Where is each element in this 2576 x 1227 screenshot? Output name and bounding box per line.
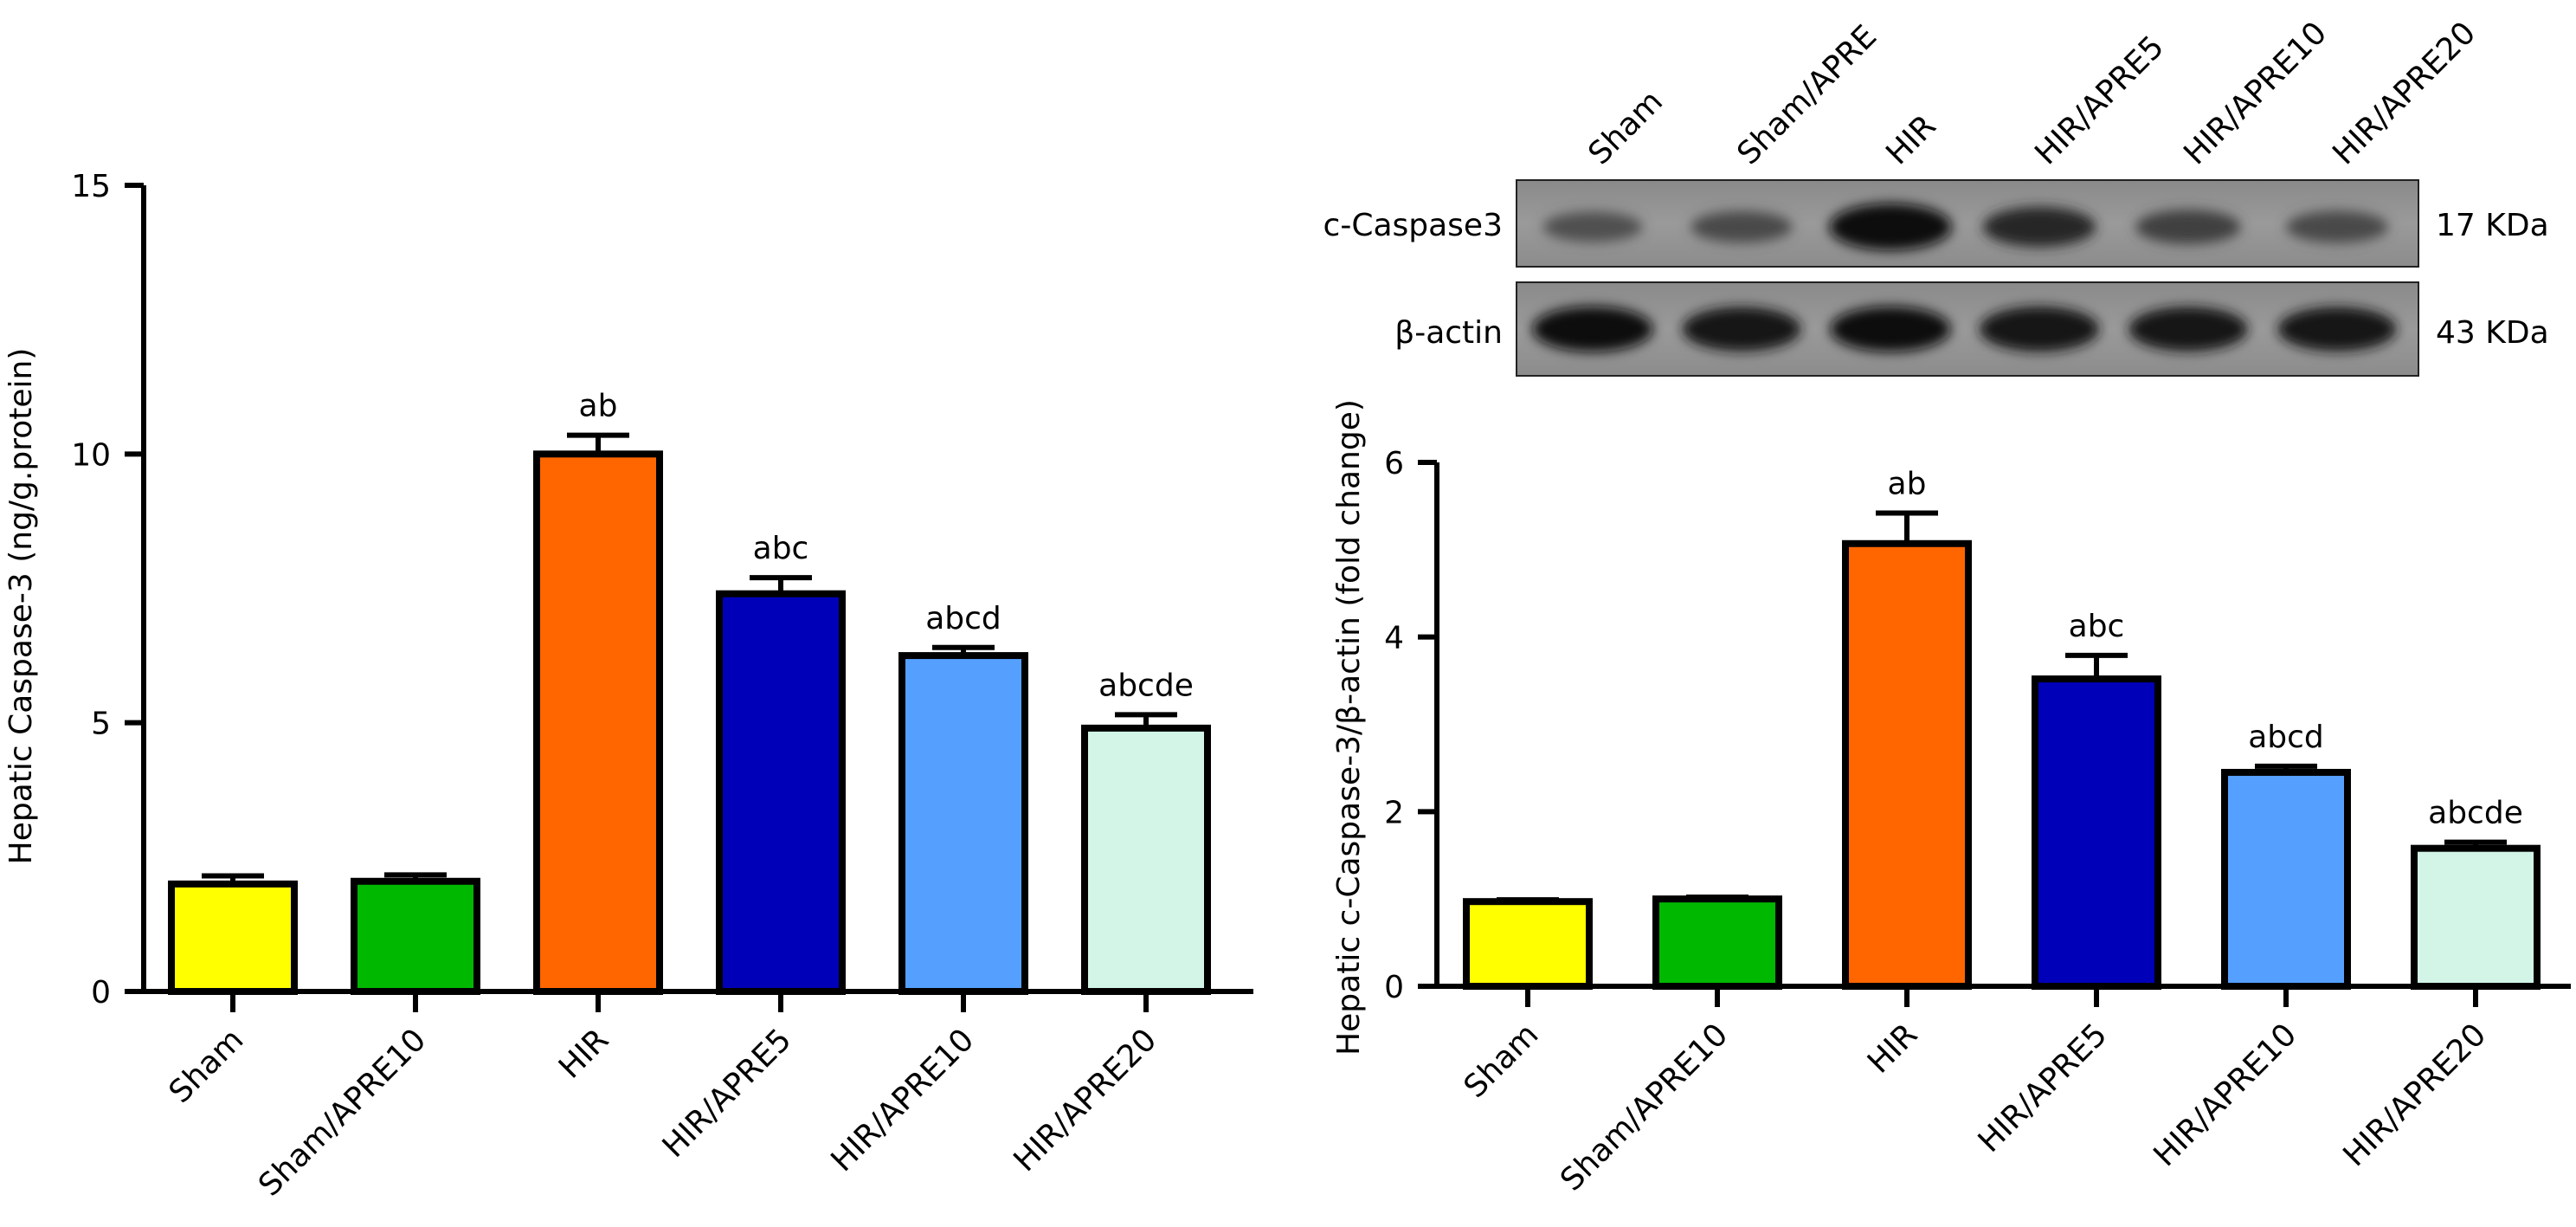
blot-row-label-beta-actin: β-actin — [1394, 315, 1503, 351]
bar-annotation: abc — [753, 531, 809, 566]
x-tick-label: Sham — [163, 1022, 251, 1110]
x-tick-label: HIR/APRE5 — [1972, 1017, 2115, 1159]
bar — [533, 450, 663, 995]
blot-row-c-caspase3: c-Caspase3 17 KDa — [1323, 179, 2549, 268]
blot-band — [1682, 307, 1801, 352]
blot-row-beta-actin: β-actin 43 KDa — [1394, 281, 2549, 377]
blot-band — [1542, 211, 1643, 242]
y-tick-label: 0 — [1384, 970, 1404, 1005]
bar-annotation: ab — [1888, 466, 1927, 501]
x-tick-label: HIR — [552, 1022, 615, 1085]
y-axis-label: Hepatic c-Caspase-3/β-actin (fold change… — [1331, 399, 1367, 1056]
blot-lane-label: HIR/APRE10 — [2177, 16, 2334, 172]
blot-bands-beta-actin — [1532, 306, 2397, 352]
blot-band — [1532, 306, 1653, 352]
bar — [1081, 724, 1211, 996]
bar — [1842, 539, 1972, 991]
blot-membrane-c-caspase3 — [1516, 179, 2419, 268]
blot-row-size-beta-actin: 43 KDa — [2436, 315, 2549, 351]
bar-annotation: ab — [579, 389, 618, 424]
bar — [1652, 895, 1782, 990]
x-tick-label: HIR/APRE10 — [825, 1022, 982, 1179]
blot-lane-label: HIR/APRE5 — [2028, 29, 2171, 172]
y-tick-label: 6 — [1384, 446, 1404, 481]
bar — [2221, 768, 2351, 990]
blot-band — [1979, 306, 2100, 352]
y-tick-label: 15 — [71, 169, 111, 204]
x-tick-label: Sham — [1458, 1017, 1546, 1105]
blot-lane-label: Sham — [1581, 84, 1670, 172]
bar-annotation: abc — [2069, 609, 2125, 644]
x-tick-label: HIR/APRE20 — [2337, 1017, 2494, 1173]
bar — [168, 880, 298, 995]
blot-row-size-c-caspase3: 17 KDa — [2436, 208, 2549, 243]
bar-annotation: abcd — [925, 601, 1001, 636]
blot-row-label-c-caspase3: c-Caspase3 — [1323, 208, 1503, 243]
chart-caspase3-blot-quant: 0 2 4 6 Hepatic c-Caspase-3/β-actin (fold ch… — [1331, 399, 2571, 1198]
bar — [1463, 898, 1593, 990]
x-tick-label: HIR — [1861, 1017, 1924, 1080]
y-tick-label: 4 — [1384, 621, 1404, 656]
blot-band — [2128, 307, 2248, 352]
bar-annotation: abcde — [2428, 796, 2523, 831]
y-tick-label: 0 — [91, 975, 111, 1011]
y-tick-label: 5 — [91, 707, 111, 742]
bar — [716, 590, 846, 995]
bar-annotation: abcde — [1098, 668, 1194, 703]
y-tick-label: 2 — [1384, 795, 1404, 830]
x-tick-label: Sham/APRE10 — [1554, 1017, 1735, 1198]
y-axis-label: Hepatic Caspase-3 (ng/g.protein) — [3, 348, 39, 865]
blot-band — [1830, 306, 1951, 352]
blot-bands-c-caspase3 — [1542, 203, 2389, 251]
x-tick-label: Sham/APRE10 — [252, 1022, 433, 1203]
x-tick-label: HIR/APRE10 — [2148, 1017, 2304, 1173]
bar — [351, 877, 480, 995]
blot-band — [2135, 210, 2241, 244]
y-tick-label: 10 — [71, 437, 111, 473]
blot-band — [2277, 307, 2397, 352]
bar — [2032, 675, 2161, 990]
blot-band — [1829, 203, 1952, 251]
x-tick-label: HIR/APRE5 — [656, 1022, 799, 1165]
bar — [898, 652, 1028, 995]
blot-band — [1982, 206, 2096, 248]
blot-band — [2285, 210, 2389, 243]
blot-lane-label: Sham/APRE — [1730, 19, 1884, 172]
blot-lane-label: HIR — [1879, 108, 1942, 171]
blot-membrane-beta-actin — [1516, 281, 2419, 377]
bar — [2411, 844, 2541, 991]
chart-caspase3-elisa: 0 5 10 15 Hepatic Caspase-3 (ng/g.protein) Sh… — [3, 169, 1253, 1204]
x-tick-label: HIR/APRE20 — [1008, 1022, 1164, 1179]
blot-band — [1690, 210, 1793, 243]
bar-annotation: abcd — [2248, 720, 2324, 755]
blot-lane-label: HIR/APRE20 — [2326, 16, 2483, 172]
